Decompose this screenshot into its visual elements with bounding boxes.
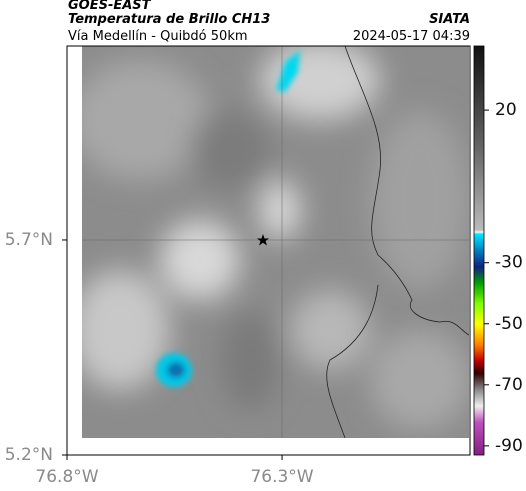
subtitle: Temperatura de Brillo CH13 (68, 12, 270, 27)
y-tick-label: 5.2°N (5, 445, 53, 465)
y-tick-label: 5.7°N (5, 230, 53, 250)
colorbar-tick-label: 20 (495, 100, 517, 120)
source: SIATA (429, 12, 470, 27)
colorbar-tick-label: -30 (495, 253, 523, 273)
x-tick-label: 76.8°W (35, 467, 98, 487)
datetime: 2024-05-17 04:39 (353, 29, 470, 44)
colorbar-tick-label: -90 (495, 436, 523, 456)
ticks: 76.8°W 76.3°W 5.7°N 5.2°N 20 -30 -50 -70 -90 (5, 100, 523, 487)
colorbar-tick-label: -70 (495, 375, 523, 395)
map-frame (66, 45, 471, 456)
satellite-image (82, 46, 469, 438)
title: GOES-EAST (68, 0, 152, 13)
colorbar-tick-label: -50 (495, 314, 523, 334)
colorbar (473, 45, 485, 456)
location: Vía Medellín - Quibdó 50km (68, 29, 248, 44)
x-tick-label: 76.3°W (250, 467, 313, 487)
